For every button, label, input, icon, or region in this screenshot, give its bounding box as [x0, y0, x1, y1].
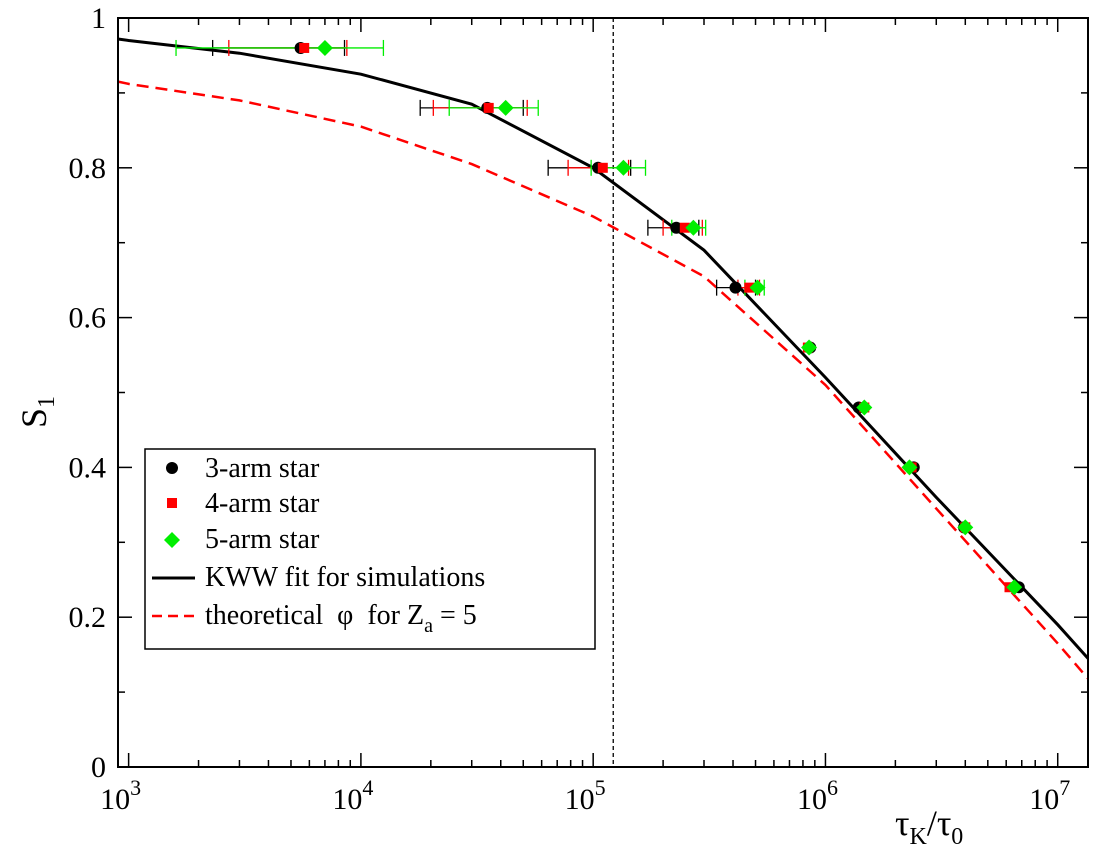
- 5-arm-point: [856, 399, 873, 416]
- 3-arm-point: [670, 221, 683, 234]
- x-tick-label-exp: 5: [595, 775, 606, 800]
- x-tick-label-base: 10: [100, 783, 130, 816]
- 5-arm-point: [749, 279, 766, 296]
- y-tick-label: 0.8: [69, 152, 107, 185]
- legend: 3-arm star 4-arm star 5-arm star KWW fit…: [144, 448, 596, 650]
- legend-label-5-arm: 5-arm star: [205, 524, 320, 555]
- legend-symbol-square: [167, 498, 177, 508]
- legend-label-3-arm: 3-arm star: [205, 453, 320, 484]
- x-tick-label: 104: [332, 775, 373, 816]
- y-tick-label: 0: [91, 751, 106, 784]
- x-axis-label-tau: τ: [895, 803, 909, 843]
- legend-label-theoretical: theoretical φ for Za = 5: [205, 600, 477, 637]
- y-axis-label-sub: 1: [34, 396, 60, 408]
- x-tick-label-base: 10: [565, 783, 595, 816]
- 4-arm-point: [299, 42, 310, 53]
- 4-arm-point: [744, 282, 755, 293]
- 5-arm-point: [685, 219, 702, 236]
- legend-label-theoretical-tail: = 5: [433, 600, 477, 631]
- x-tick-label-exp: 3: [130, 775, 141, 800]
- 4-arm-point: [597, 162, 608, 173]
- x-tick-label-exp: 7: [1059, 775, 1070, 800]
- y-tick-label: 0.2: [69, 601, 107, 634]
- x-tick-label-base: 10: [1029, 783, 1059, 816]
- 5-arm-point: [316, 39, 333, 56]
- x-axis-label-sub1: K: [909, 824, 927, 850]
- x-axis-label-slash: /: [927, 803, 937, 843]
- y-axis-label: S1: [14, 396, 60, 428]
- 5-arm-point: [801, 339, 818, 356]
- 5-arm-point: [957, 519, 974, 536]
- 3-arm-point: [729, 281, 742, 294]
- svg-text:τK/τ0: τK/τ0: [895, 803, 963, 850]
- legend-label-theoretical-sub: a: [424, 615, 433, 637]
- 4-arm-point: [679, 222, 690, 233]
- x-axis-label-sub2: 0: [951, 824, 963, 850]
- legend-symbol-diamond: [164, 532, 180, 548]
- y-tick-label: 1: [91, 2, 106, 35]
- y-tick-label: 0.6: [69, 302, 107, 335]
- theoretical-curve: [117, 80, 1089, 680]
- x-tick-label-base: 10: [332, 783, 362, 816]
- x-tick-label: 106: [797, 775, 838, 816]
- legend-symbol-circle: [166, 462, 178, 474]
- legend-label-kww: KWW fit for simulations: [205, 562, 485, 593]
- x-tick-label-base: 10: [797, 783, 827, 816]
- x-axis-label-tau2: τ: [937, 803, 951, 843]
- x-tick-label: 105: [565, 775, 606, 816]
- x-axis-label: τK/τ0: [895, 803, 963, 850]
- 5-arm-point: [901, 459, 918, 476]
- 5-arm-point: [615, 159, 632, 176]
- x-tick-label: 103: [100, 775, 141, 816]
- 5-arm-point: [1006, 579, 1023, 596]
- legend-label-4-arm: 4-arm star: [205, 488, 320, 519]
- legend-label-theoretical-main: theoretical φ for Z: [205, 600, 424, 631]
- y-tick-label: 0.4: [69, 451, 107, 484]
- 4-arm-point: [483, 102, 494, 113]
- legend-box: [144, 448, 596, 650]
- x-tick-label-exp: 6: [827, 775, 838, 800]
- x-tick-label: 107: [1029, 775, 1070, 816]
- svg-text:S1: S1: [14, 396, 60, 428]
- x-tick-label-exp: 4: [362, 775, 373, 800]
- 5-arm-point: [497, 99, 514, 116]
- y-axis-label-main: S: [14, 408, 54, 428]
